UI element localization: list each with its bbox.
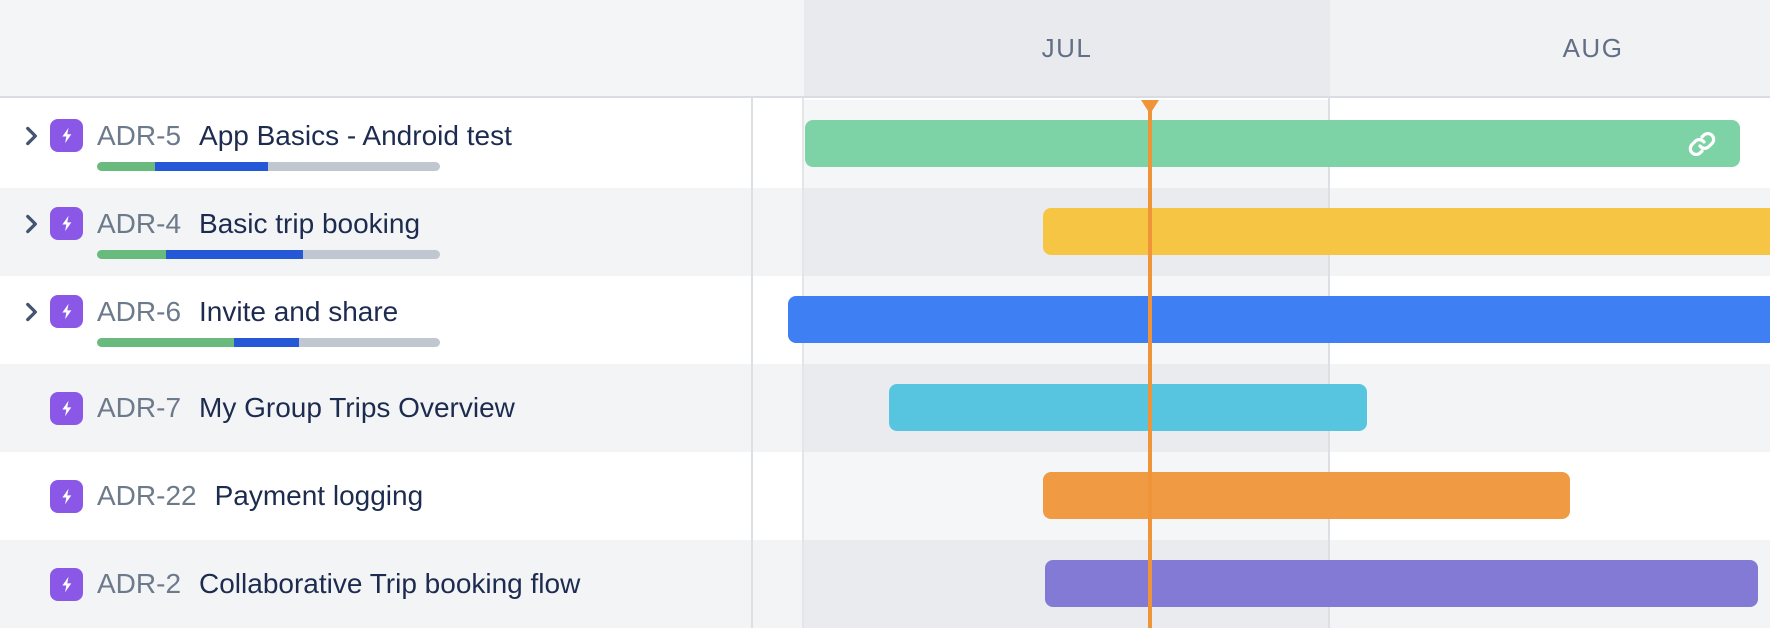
epic-row-adr-5[interactable]: ADR-5 App Basics - Android test [0,100,753,188]
epic-row-adr-7[interactable]: ADR-7 My Group Trips Overview [0,364,753,452]
link-icon [1688,131,1716,156]
epic-row-adr-4[interactable]: ADR-4 Basic trip booking [0,188,753,276]
progress-in-progress-segment [234,337,300,347]
issue-key: ADR-22 [97,480,197,511]
epic-progress-bar [97,161,440,171]
lightning-bolt-glyph [62,400,72,416]
epic-progress-bar [97,337,440,347]
epic-type-icon [50,479,83,513]
timeline-row-stripe [0,364,1770,452]
lightning-bolt-glyph [62,303,72,320]
issue-key: ADR-2 [97,568,182,599]
progress-done-segment [97,337,235,347]
gantt-bar-adr-4[interactable] [1043,208,1770,255]
month-header-aug: AUG [1330,0,1770,96]
expand-chevron-icon[interactable] [16,297,46,327]
epic-type-icon [50,207,83,240]
progress-in-progress-segment [155,161,269,171]
lightning-bolt-glyph [62,215,72,232]
gantt-bar-adr-2[interactable] [1045,560,1758,607]
epic-progress-bar [97,249,440,259]
month-label: JUL [1041,32,1093,63]
month-header-jul: JUL [804,0,1330,96]
epic-list-panel: ADR-5 App Basics - Android test ADR-4 Basic… [0,100,753,628]
today-marker-line [1148,100,1152,628]
lightning-bolt-glyph [62,488,72,504]
gantt-bar-adr-7[interactable] [889,384,1367,431]
epic-type-icon [50,295,83,328]
issue-title: Payment logging [214,480,424,511]
gantt-bar-adr-5[interactable] [805,120,1740,167]
progress-done-segment [97,161,156,171]
progress-todo-segment [302,249,440,259]
panel-divider-line [751,0,753,628]
chevron-glyph [26,126,37,145]
epic-row-adr-22[interactable]: ADR-22 Payment logging [0,452,753,540]
epic-type-icon [50,119,83,152]
timeline-month-header: JUL AUG [0,0,1770,98]
issue-key: ADR-7 [97,392,182,423]
issue-key: ADR-6 [97,295,182,327]
issue-title: Collaborative Trip booking flow [199,568,581,599]
issue-title: App Basics - Android test [199,119,512,151]
month-label: AUG [1562,32,1624,63]
issue-title: Invite and share [199,295,399,327]
gantt-bar-adr-6[interactable] [788,296,1770,343]
issue-title: My Group Trips Overview [199,392,515,423]
chevron-glyph [26,302,37,321]
lightning-bolt-glyph [62,127,72,144]
epic-row-adr-2[interactable]: ADR-2 Collaborative Trip booking flow [0,540,753,628]
gantt-bar-adr-22[interactable] [1043,472,1570,519]
issue-key: ADR-4 [97,207,182,239]
expand-chevron-icon[interactable] [16,121,46,151]
progress-todo-segment [268,161,440,171]
progress-todo-segment [299,337,440,347]
current-month-column-shade [804,100,1330,628]
epic-type-icon [50,391,83,425]
progress-done-segment [97,249,166,259]
today-marker-triangle [1141,100,1159,114]
issue-key: ADR-5 [97,119,182,151]
epic-type-icon [50,567,83,601]
expand-chevron-icon[interactable] [16,209,46,239]
chevron-glyph [26,214,37,233]
issue-title: Basic trip booking [199,207,421,239]
gantt-bars-layer [0,100,1770,628]
progress-in-progress-segment [165,249,303,259]
epic-row-adr-6[interactable]: ADR-6 Invite and share [0,276,753,364]
lightning-bolt-glyph [62,576,72,592]
